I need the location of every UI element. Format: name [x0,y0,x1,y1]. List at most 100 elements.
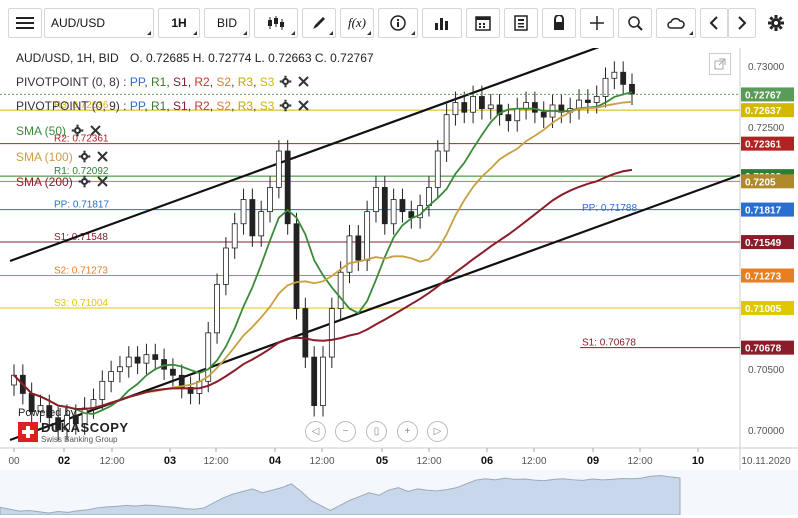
candle-body [134,356,141,364]
indicator-pivot-9[interactable]: PIVOTPOINT (0, 9) : PP, R1, S1, R2, S2, … [16,99,310,113]
candle-body [505,114,512,122]
scroll-right-button[interactable] [728,8,756,38]
x-tick-label: 02 [58,455,70,467]
popout-button[interactable] [709,53,731,75]
legend-s2: S2 [216,75,232,89]
x-tick-label: 06 [481,455,493,467]
candle-body [231,223,238,249]
cloud-button[interactable] [656,8,696,38]
price-type-select[interactable]: BID [204,8,250,38]
candle-body [46,405,53,419]
zoom-in-button[interactable]: + [397,421,418,442]
gear-icon[interactable] [71,124,84,137]
ohlc-readout: O. 0.72685 H. 0.72774 L. 0.72663 C. 0.72… [130,51,374,65]
bar-chart-icon [435,18,448,30]
x-tick-label: 04 [269,455,282,467]
gear-icon[interactable] [78,150,91,163]
x-tick-label: 12:00 [521,456,546,467]
chart-type-button[interactable] [254,8,298,38]
candle-body [302,308,309,358]
gear-icon[interactable] [279,99,292,112]
axis-price-tag [741,235,794,250]
axis-price-tag [741,174,794,189]
gear-icon[interactable] [78,175,91,188]
x-tick-label: 10.11.2020 [741,456,791,467]
volume-button[interactable] [422,8,462,38]
lock-button[interactable] [542,8,576,38]
chart-area[interactable]: R3: 0.72636 0.72637 R2: 0.72361 0.72361 R1: … [0,41,798,516]
document-icon [514,15,528,31]
candle-body [64,414,70,431]
indicator-name: SMA (200) [16,175,73,189]
candle-body [258,211,265,237]
candle-body [143,354,150,364]
info-button[interactable] [378,8,418,38]
indicator-pivot-8[interactable]: PIVOTPOINT (0, 8) : PP, R1, S1, R2, S2, … [16,75,310,89]
close-icon[interactable] [96,151,108,162]
legend-s3: S3 [259,99,275,113]
info-icon [390,15,406,31]
close-icon[interactable] [298,100,310,111]
candle-body [240,199,247,225]
symbol-line: AUD/USD, 1H, BID [16,51,119,65]
gear-icon[interactable] [279,75,292,88]
indicator-sma-200[interactable]: SMA (200) [16,175,108,189]
last-price-label: 0.72767 [745,90,782,101]
legend-r3: R3 [237,99,254,113]
symbol-select[interactable]: AUD/USD [44,8,154,38]
toolbar: AUD/USD 1H BID f(x) [0,0,798,49]
legend-r1: R1 [150,99,167,113]
calendar-button[interactable] [466,8,500,38]
candle-body [346,235,353,273]
candle-body [426,186,432,206]
price-chart[interactable]: R3: 0.72636 0.72637 R2: 0.72361 0.72361 R1: … [0,41,798,516]
dukascopy-logo: DUKASCOPY Swiss Banking Group [18,420,129,444]
draw-button[interactable] [302,8,336,38]
indicator-sma-100[interactable]: SMA (100) [16,150,108,164]
timeframe-select[interactable]: 1H [158,8,200,38]
candle-body [214,283,220,334]
settings-button[interactable] [760,8,792,38]
candle-body [461,102,468,113]
legend-s1: S1 [173,99,188,113]
fit-button[interactable]: ▯ [366,421,387,442]
menu-button[interactable] [8,8,42,38]
zoom-button[interactable] [618,8,652,38]
legend-s3: S3 [259,75,275,89]
indicators-button[interactable]: f(x) [340,8,374,38]
candle-body [293,223,300,310]
crosshair-icon [590,16,604,30]
axis-price-tag [741,202,794,217]
close-icon[interactable] [298,76,310,87]
indicator-sma-50[interactable]: SMA (50) [16,124,101,138]
x-tick-label: 12:00 [309,456,334,467]
x-tick-label: 12:00 [416,456,441,467]
hamburger-icon [16,17,34,29]
candle-body [584,99,591,103]
zoom-out-button[interactable]: − [335,421,356,442]
pivot-level-label: R3: 0.72636 [54,100,109,111]
legend-s1: S1 [173,75,188,89]
channel-upper-line [9,41,611,263]
scroll-forward-button[interactable]: ▷ [427,421,448,442]
crosshair-button[interactable] [580,8,614,38]
x-tick-label: 00 [8,456,20,467]
candle-body [170,368,176,376]
news-button[interactable] [504,8,538,38]
candle-body [399,199,406,213]
function-icon: f(x) [347,15,367,30]
close-icon[interactable] [90,125,101,136]
x-tick-label: 03 [164,455,176,467]
close-icon[interactable] [96,176,108,187]
scroll-back-button[interactable]: ◁ [305,421,326,442]
legend-pp: PP [129,99,145,113]
candle-body [355,235,362,261]
x-tick-label: 12:00 [203,456,228,467]
axis-price-tag-label: 0.70678 [745,344,782,355]
scroll-left-button[interactable] [700,8,728,38]
axis-price-tag-label: 0.71273 [745,272,782,283]
brand-name: DUKASCOPY [41,420,129,435]
legend-r1: R1 [150,75,167,89]
fit-icon: ▯ [373,426,380,437]
axis-price-tag [741,103,794,118]
